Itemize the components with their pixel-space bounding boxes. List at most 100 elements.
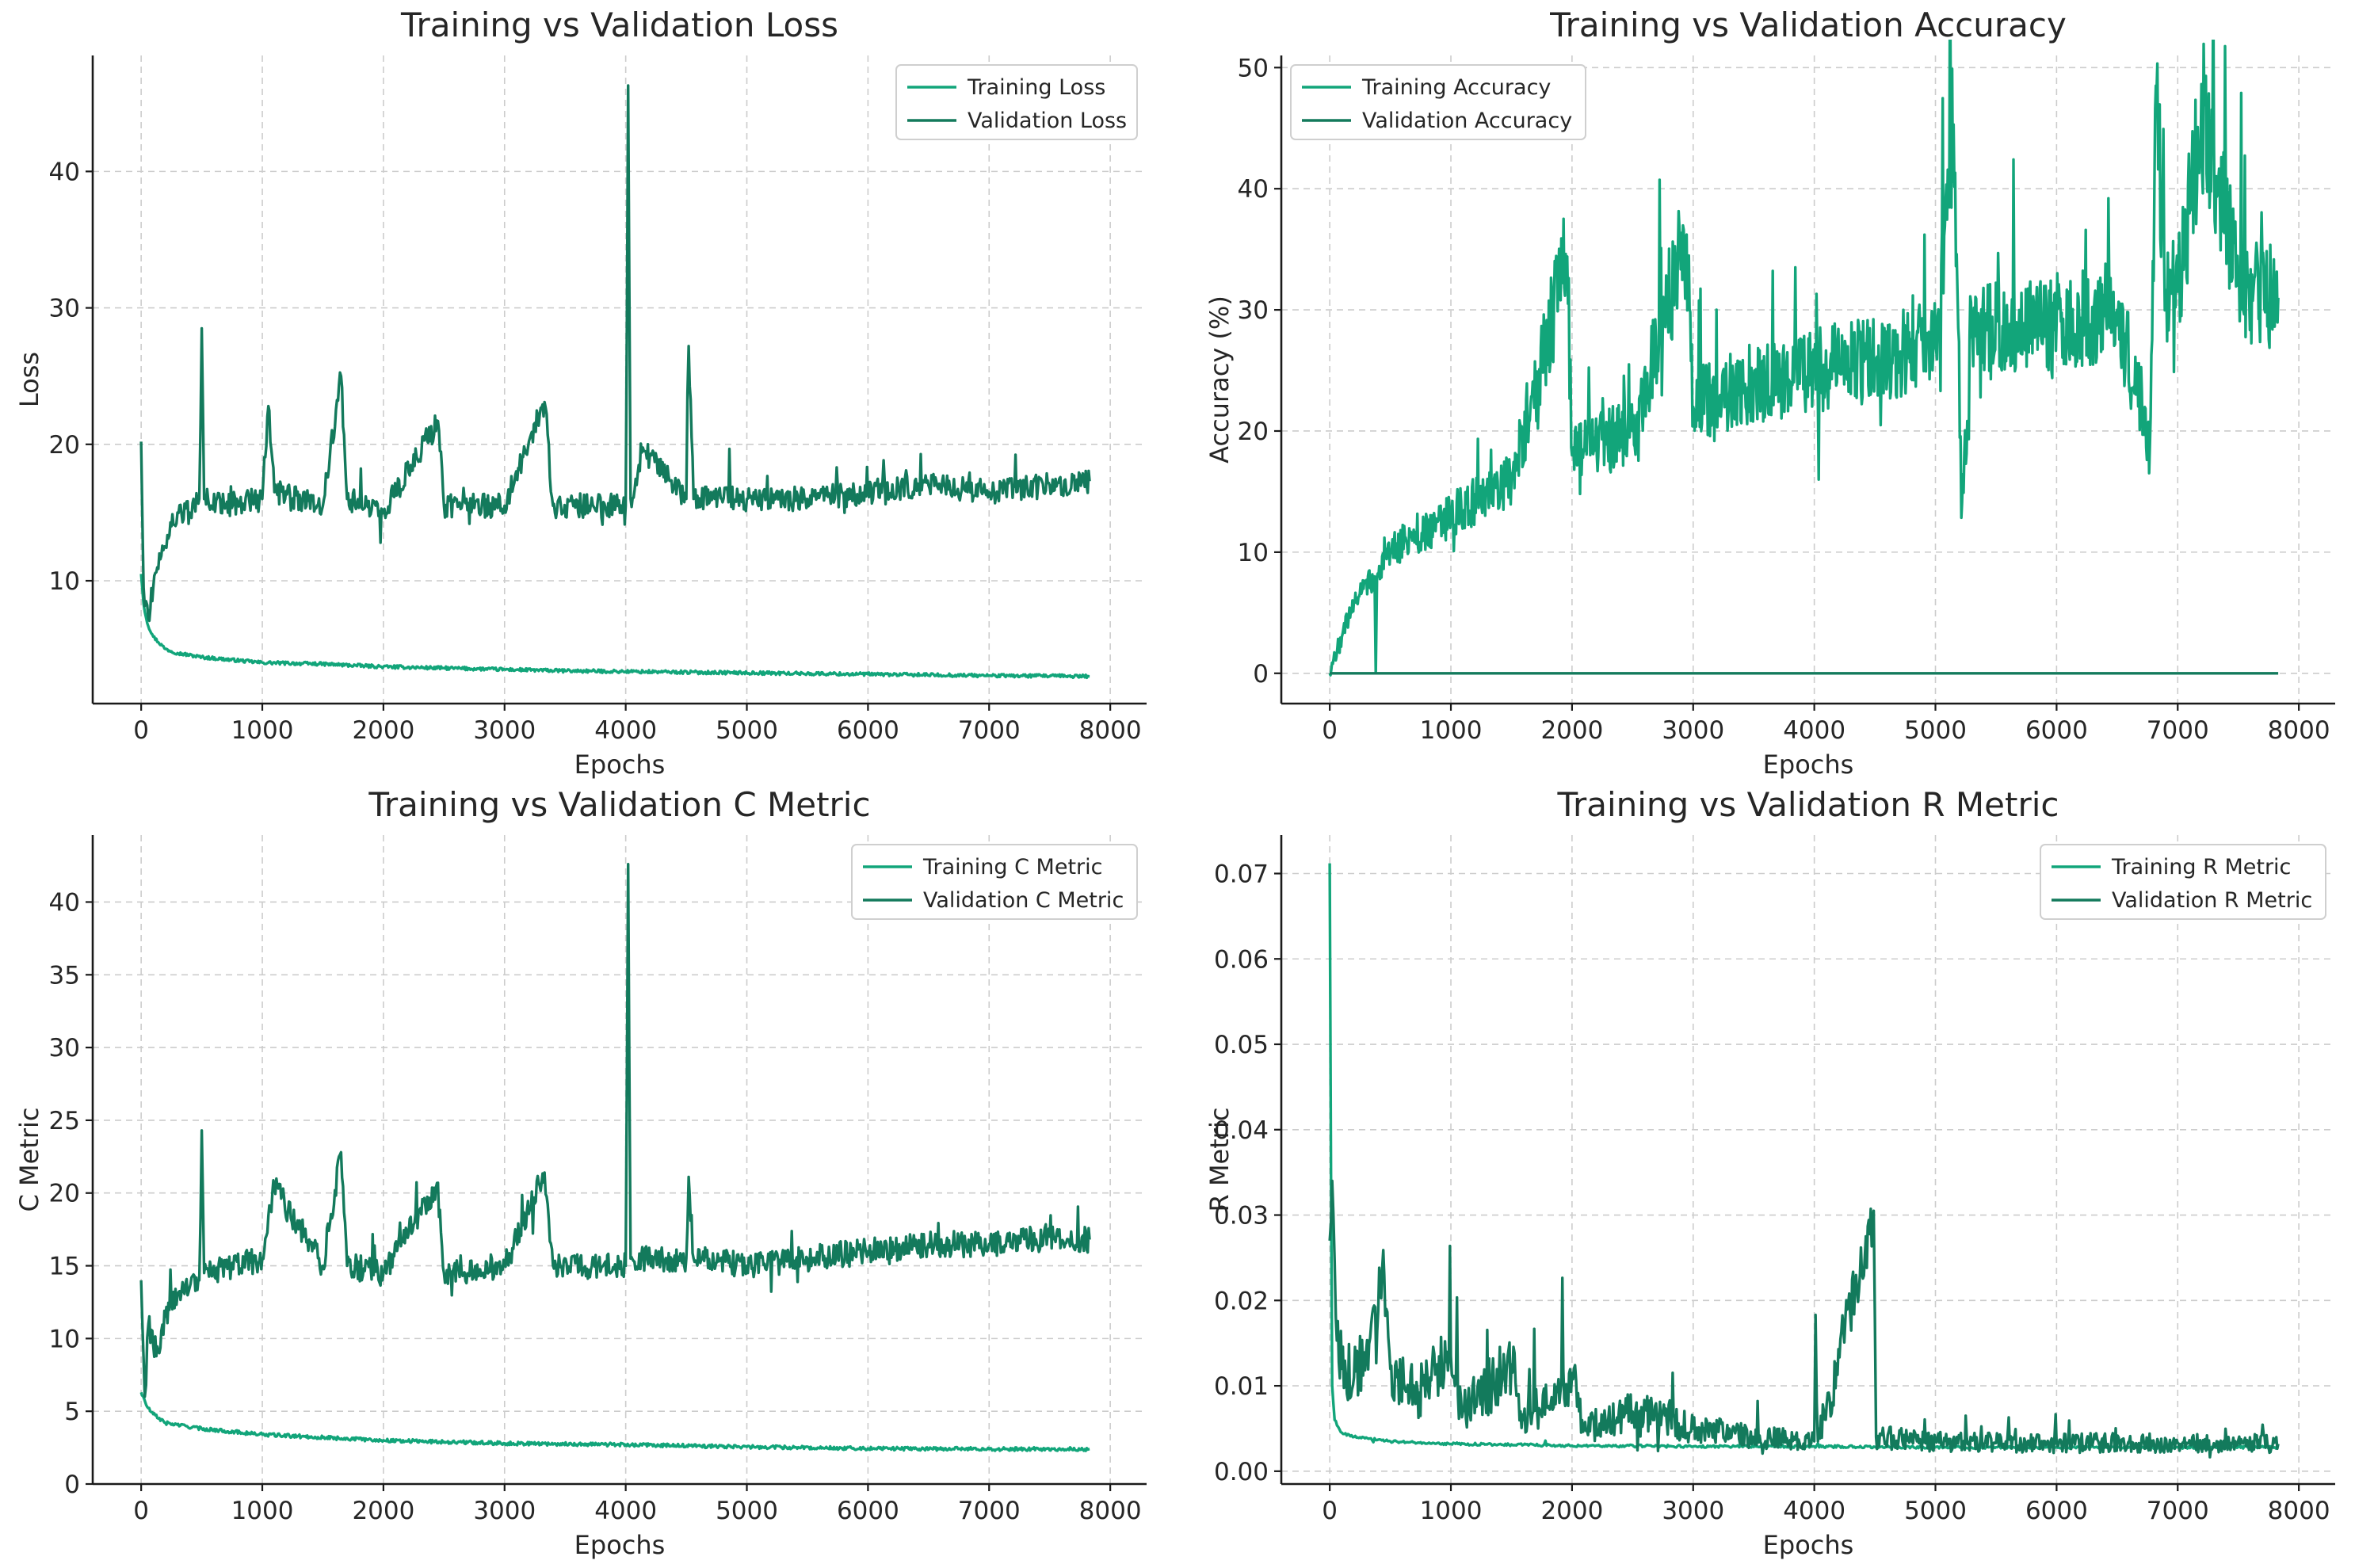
x-tick-label: 2000 (352, 716, 414, 745)
y-tick-label: 0.00 (1214, 1458, 1269, 1486)
x-tick-label: 6000 (837, 1497, 899, 1525)
y-tick-label: 30 (49, 295, 80, 323)
y-tick-label: 0.05 (1214, 1031, 1269, 1059)
x-tick-label: 0 (133, 1497, 149, 1525)
y-tick-label: 35 (49, 961, 80, 990)
x-tick-label: 3000 (1662, 716, 1724, 745)
x-axis-label: Epochs (574, 1530, 666, 1560)
series-line-0 (1328, 863, 2280, 1450)
x-tick-label: 5000 (1904, 1497, 1967, 1525)
series-line-0 (1328, 40, 2280, 677)
y-tick-label: 10 (49, 1325, 80, 1353)
legend-entry: Validation Loss (968, 109, 1127, 133)
x-tick-label: 2000 (1540, 716, 1603, 745)
x-tick-label: 6000 (837, 716, 899, 745)
series-line-1 (1328, 1179, 2280, 1459)
x-tick-label: 5000 (716, 1497, 778, 1525)
x-tick-label: 7000 (958, 716, 1021, 745)
x-tick-label: 7000 (2147, 1497, 2209, 1525)
y-tick-label: 0.01 (1214, 1372, 1269, 1401)
y-tick-label: 0.06 (1214, 945, 1269, 974)
y-tick-label: 30 (49, 1034, 80, 1063)
x-tick-label: 0 (133, 716, 149, 745)
y-axis-label: R Metric (1204, 1108, 1235, 1212)
chart-panel: 0 1000 2000 3000 4000 5000 6000 7000 8000 0.00 0.0… (1204, 785, 2335, 1560)
y-axis-label: C Metric (14, 1108, 44, 1212)
y-tick-label: 15 (49, 1253, 80, 1281)
legend-box (1290, 64, 1586, 140)
y-tick-label: 30 (1238, 296, 1269, 325)
x-tick-label: 3000 (1662, 1497, 1724, 1525)
y-tick-label: 50 (1238, 54, 1269, 82)
legend: Training Accuracy Validation Accuracy (1290, 64, 1586, 140)
x-tick-label: 1000 (231, 1497, 294, 1525)
x-axis-label: Epochs (1763, 750, 1854, 780)
x-tick-label: 3000 (473, 1497, 536, 1525)
x-tick-label: 4000 (594, 1497, 657, 1525)
chart-title: Training vs Validation R Metric (1556, 785, 2059, 824)
y-tick-label: 25 (49, 1107, 80, 1135)
y-tick-label: 20 (49, 431, 80, 460)
y-tick-label: 0 (64, 1471, 80, 1499)
x-tick-label: 8000 (1079, 716, 1142, 745)
legend-entry: Validation R Metric (2112, 888, 2312, 913)
y-tick-label: 5 (64, 1398, 80, 1426)
chart-panel: 0 1000 2000 3000 4000 5000 6000 7000 8000 0 5 10 15 2… (14, 785, 1147, 1560)
x-tick-label: 8000 (2268, 1497, 2330, 1525)
x-tick-label: 7000 (958, 1497, 1021, 1525)
chart-title: Training vs Validation C Metric (368, 785, 870, 824)
y-axis-label: Accuracy (%) (1204, 296, 1235, 464)
chart-panel: 0 1000 2000 3000 4000 5000 6000 7000 8000 0 10 20 30… (1204, 6, 2335, 780)
x-tick-label: 8000 (2268, 716, 2330, 745)
x-tick-label: 1000 (1420, 716, 1483, 745)
y-tick-label: 40 (1238, 175, 1269, 204)
legend-entry: Training C Metric (922, 855, 1103, 879)
y-tick-label: 0.04 (1214, 1116, 1269, 1145)
x-tick-label: 5000 (716, 716, 778, 745)
series-line-0 (139, 1391, 1090, 1452)
x-tick-label: 6000 (2025, 1497, 2088, 1525)
legend: Training R Metric Validation R Metric (2040, 844, 2326, 920)
y-tick-label: 0.07 (1214, 860, 1269, 888)
y-tick-label: 40 (49, 888, 80, 917)
chart-panel: 0 1000 2000 3000 4000 5000 6000 7000 8000 10 20 30 4… (14, 6, 1147, 780)
y-tick-label: 20 (1238, 418, 1269, 446)
chart-title: Training vs Validation Accuracy (1549, 6, 2067, 44)
legend-entry: Training Loss (967, 75, 1105, 100)
legend-entry: Validation Accuracy (1362, 109, 1572, 133)
x-tick-label: 7000 (2147, 716, 2209, 745)
legend: Training Loss Validation Loss (895, 64, 1138, 140)
legend-entry: Validation C Metric (923, 888, 1124, 913)
y-tick-label: 0.02 (1214, 1287, 1269, 1315)
y-tick-label: 0 (1253, 660, 1269, 689)
x-tick-label: 2000 (1540, 1497, 1603, 1525)
x-tick-label: 1000 (231, 716, 294, 745)
y-tick-label: 10 (49, 567, 80, 596)
x-tick-label: 4000 (594, 716, 657, 745)
x-axis-label: Epochs (574, 750, 666, 780)
x-axis-label: Epochs (1763, 1530, 1854, 1560)
y-tick-label: 0.03 (1214, 1202, 1269, 1230)
x-tick-label: 4000 (1783, 1497, 1845, 1525)
legend-entry: Training Accuracy (1361, 75, 1551, 100)
x-tick-label: 3000 (473, 716, 536, 745)
x-tick-label: 6000 (2025, 716, 2088, 745)
y-tick-label: 20 (49, 1180, 80, 1208)
legend-box (2040, 844, 2326, 920)
legend-entry: Training R Metric (2111, 855, 2291, 879)
x-tick-label: 8000 (1079, 1497, 1142, 1525)
y-tick-label: 40 (49, 158, 80, 186)
x-tick-label: 1000 (1420, 1497, 1483, 1525)
x-tick-label: 2000 (352, 1497, 414, 1525)
x-tick-label: 0 (1322, 716, 1338, 745)
legend: Training C Metric Validation C Metric (851, 844, 1138, 920)
chart-title: Training vs Validation Loss (400, 6, 838, 44)
series-line-0 (139, 574, 1090, 680)
series-line-1 (139, 84, 1091, 623)
x-tick-label: 4000 (1783, 716, 1845, 745)
y-tick-label: 10 (1238, 539, 1269, 567)
y-axis-label: Loss (14, 352, 44, 407)
x-tick-label: 0 (1322, 1497, 1338, 1525)
series-line-1 (139, 863, 1091, 1398)
